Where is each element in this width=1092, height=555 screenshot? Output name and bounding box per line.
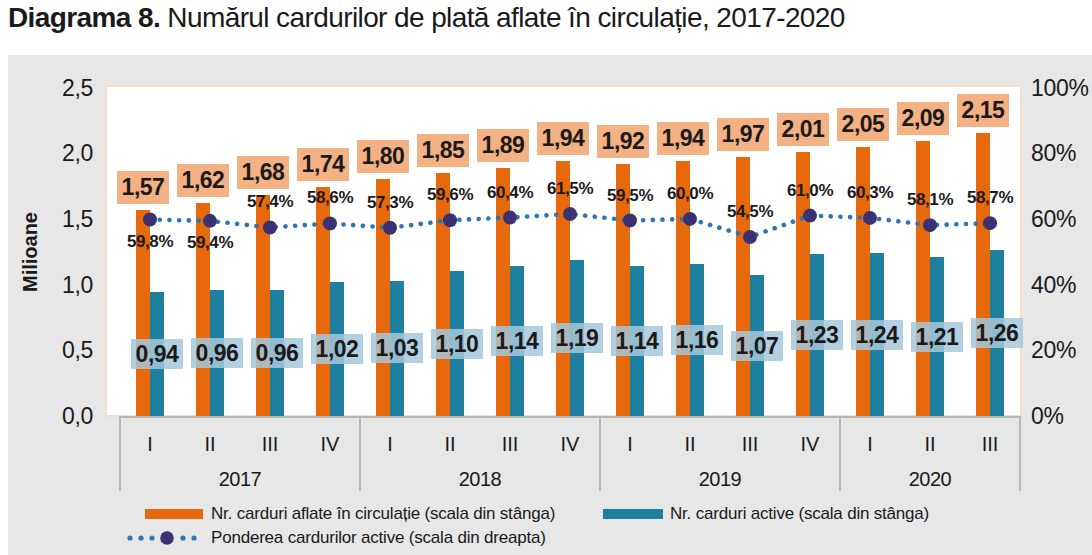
quarter-label: II xyxy=(900,433,960,455)
quarter-label: I xyxy=(120,433,180,455)
bar-label-circulatie: 1,85 xyxy=(417,134,469,167)
bar-circulatie xyxy=(496,168,510,416)
bar-label-circulatie: 1,74 xyxy=(297,148,349,181)
axis-separator xyxy=(359,416,361,491)
axis-separator xyxy=(599,416,601,491)
left-axis-tick-label: 1,5 xyxy=(29,206,93,232)
bar-label-circulatie: 1,94 xyxy=(657,122,709,155)
quarter-label: IV xyxy=(780,433,840,455)
bar-label-active: 1,03 xyxy=(371,333,423,363)
bar-label-circulatie: 2,05 xyxy=(837,108,889,141)
pct-label: 58,7% xyxy=(948,188,1032,207)
left-axis-tick-label: 2,5 xyxy=(29,75,93,101)
right-axis-tick-label: 20% xyxy=(1031,337,1092,363)
bar-label-active: 1,19 xyxy=(551,323,603,353)
legend-label-active: Nr. carduri active (scala din stânga) xyxy=(670,503,929,525)
quarter-label: III xyxy=(960,433,1020,455)
quarter-label: IV xyxy=(540,433,600,455)
pct-label: 59,4% xyxy=(168,233,252,252)
left-axis-tick-label: 0,0 xyxy=(29,403,93,429)
quarter-label: II xyxy=(660,433,720,455)
quarter-label: I xyxy=(600,433,660,455)
quarter-label: I xyxy=(840,433,900,455)
bar-label-circulatie: 2,15 xyxy=(957,94,1009,127)
axis-separator xyxy=(839,416,841,491)
bar-label-active: 1,16 xyxy=(671,325,723,355)
quarter-label: III xyxy=(720,433,780,455)
chart-layer: 2,5 2,0 1,5 1,0 0,5 0,0 100% 80% 60% 40% 20% 0% 0,94… xyxy=(0,0,1092,555)
quarter-label: II xyxy=(420,433,480,455)
bar-label-active: 1,23 xyxy=(791,320,843,350)
bar-label-circulatie: 1,92 xyxy=(597,125,649,158)
right-axis-tick-label: 100% xyxy=(1031,75,1092,101)
right-axis-tick-label: 0% xyxy=(1031,403,1092,429)
bar-circulatie xyxy=(256,195,270,416)
bar-label-circulatie: 1,62 xyxy=(177,164,229,197)
legend-label-circulatie: Nr. carduri aflate în circulație (scala … xyxy=(211,503,555,525)
bar-label-circulatie: 1,57 xyxy=(117,171,169,204)
page: Diagrama 8. Numărul cardurilor de plată … xyxy=(0,0,1092,555)
bar-label-active: 1,14 xyxy=(491,326,543,356)
year-label: 2020 xyxy=(840,468,1020,490)
bar-label-circulatie: 1,68 xyxy=(237,156,289,189)
bar-circulatie xyxy=(916,141,930,416)
bar-circulatie xyxy=(736,157,750,416)
left-axis-tick-label: 1,0 xyxy=(29,272,93,298)
quarter-label: III xyxy=(480,433,540,455)
quarter-label: II xyxy=(180,433,240,455)
bar-circulatie xyxy=(556,161,570,416)
right-axis-tick-label: 60% xyxy=(1031,206,1092,232)
left-axis-tick-label: 2,0 xyxy=(29,140,93,166)
bar-label-circulatie: 1,89 xyxy=(477,129,529,162)
bar-label-circulatie: 1,94 xyxy=(537,122,589,155)
bar-label-active: 1,14 xyxy=(611,326,663,356)
bar-label-active: 1,24 xyxy=(851,320,903,350)
bar-label-active: 1,26 xyxy=(971,318,1023,348)
legend-line-pondere xyxy=(126,530,206,546)
bar-label-active: 0,96 xyxy=(191,338,243,368)
pct-label: 54,5% xyxy=(708,202,792,221)
axis-separator xyxy=(1019,416,1021,491)
bar-label-circulatie: 1,80 xyxy=(357,140,409,173)
bar-label-circulatie: 2,09 xyxy=(897,102,949,135)
bar-label-circulatie: 2,01 xyxy=(777,113,829,146)
legend-swatch-circulatie xyxy=(145,509,203,519)
year-label: 2019 xyxy=(600,468,840,490)
bar-circulatie xyxy=(316,187,330,416)
left-axis-tick-label: 0,5 xyxy=(29,337,93,363)
bar-circulatie xyxy=(376,179,390,416)
bar-label-active: 1,02 xyxy=(311,334,363,364)
year-label: 2018 xyxy=(360,468,600,490)
right-axis-tick-label: 40% xyxy=(1031,272,1092,298)
quarter-label: IV xyxy=(300,433,360,455)
bar-label-active: 1,21 xyxy=(911,322,963,352)
bar-circulatie xyxy=(976,133,990,416)
legend-label-pondere: Ponderea cardurilor active (scala din dr… xyxy=(211,527,546,549)
pct-label: 60,0% xyxy=(648,184,732,203)
bar-circulatie xyxy=(436,173,450,416)
bar-label-active: 1,10 xyxy=(431,329,483,359)
right-axis-tick-label: 80% xyxy=(1031,140,1092,166)
axis-separator xyxy=(119,416,121,491)
quarter-label: III xyxy=(240,433,300,455)
legend-swatch-active xyxy=(603,509,663,519)
bar-label-active: 0,96 xyxy=(251,338,303,368)
quarter-label: I xyxy=(360,433,420,455)
year-label: 2017 xyxy=(120,468,360,490)
bar-label-active: 1,07 xyxy=(731,331,783,361)
bar-label-circulatie: 1,97 xyxy=(717,118,769,151)
bar-label-active: 0,94 xyxy=(131,339,183,369)
x-axis-line xyxy=(120,416,1020,418)
